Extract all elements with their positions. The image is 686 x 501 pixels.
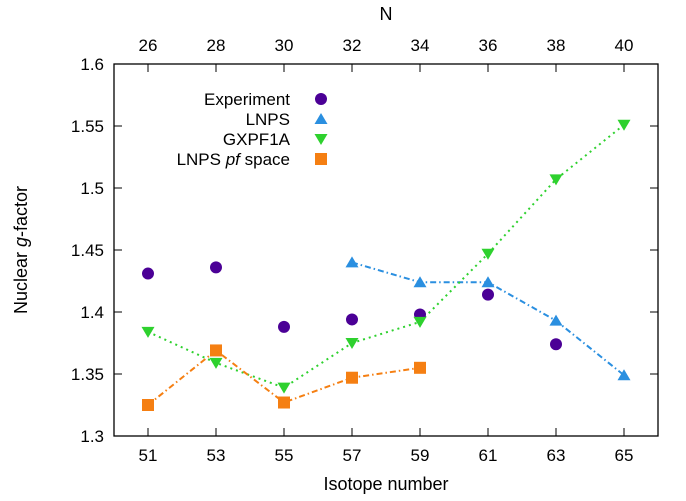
series-3-point xyxy=(549,174,563,186)
series-1-point xyxy=(346,313,358,326)
ticks-layer: 51 53 55 57 59 61 63 65 26 28 30 32 34 36 38 40 1.3 1.35 1… xyxy=(71,36,658,465)
x2-tick-label: 34 xyxy=(411,36,430,55)
x-tick-label: 53 xyxy=(207,446,226,465)
legend-label-3: GXPF1A xyxy=(223,130,291,149)
y-tick-label: 1.4 xyxy=(80,303,104,322)
series-1-point xyxy=(482,288,494,301)
legend-marker-1 xyxy=(315,93,327,105)
series-4-point xyxy=(414,361,426,374)
x-tick-label: 63 xyxy=(547,446,566,465)
x2-tick-label: 38 xyxy=(547,36,566,55)
legend-label-4-part-3: space xyxy=(240,150,290,169)
y-tick-label: 1.35 xyxy=(71,365,104,384)
x-tick-label: 59 xyxy=(411,446,430,465)
series-3-point xyxy=(617,119,631,131)
series-3-point xyxy=(345,338,359,349)
series-3-point xyxy=(481,248,495,260)
y-tick-label: 1.55 xyxy=(71,117,104,136)
x-tick-label: 65 xyxy=(615,446,634,465)
series-4-point xyxy=(346,371,358,384)
plot-frame xyxy=(113,63,659,437)
legend-marker-3 xyxy=(314,134,328,145)
series-3-point xyxy=(141,326,155,338)
series-4-point xyxy=(142,399,154,411)
x-tick-label: 55 xyxy=(275,446,294,465)
legend-label-4-part-1: LNPS xyxy=(177,150,226,169)
legend-marker-2 xyxy=(314,113,328,124)
x2-tick-label: 36 xyxy=(479,36,498,55)
legend-label-1: Experiment xyxy=(204,90,290,109)
series-1-point xyxy=(550,338,562,351)
y-tick-label: 1.6 xyxy=(80,55,104,74)
series-4-point xyxy=(278,396,290,409)
series-line-4 xyxy=(147,349,421,406)
x2-axis-title: N xyxy=(380,4,393,24)
x2-tick-label: 32 xyxy=(343,36,362,55)
series-1-point xyxy=(278,320,290,333)
series-2-point xyxy=(481,276,495,288)
y-tick-label: 1.45 xyxy=(71,241,104,260)
x-tick-label: 61 xyxy=(479,446,498,465)
series-2-point xyxy=(617,369,631,381)
y-tick-label: 1.5 xyxy=(80,179,104,198)
legend-label-4-part-2: pf xyxy=(225,150,242,169)
x2-tick-label: 30 xyxy=(275,36,294,55)
series-1-point xyxy=(210,261,222,274)
y-axis-title: Nuclear g-factor xyxy=(11,186,31,314)
x-tick-label: 57 xyxy=(343,446,362,465)
series-line-3 xyxy=(147,123,625,389)
series-3-point xyxy=(209,357,223,369)
series-1-point xyxy=(142,267,154,280)
y-axis-title-part-2: g xyxy=(11,237,31,247)
x-axis-title: Isotope number xyxy=(323,474,448,494)
legend-label-2: LNPS xyxy=(246,110,290,129)
series-2-point xyxy=(413,276,427,288)
legend-label-4: LNPS pf space xyxy=(177,150,290,169)
x-tick-label: 51 xyxy=(139,446,158,465)
series-4-point xyxy=(210,344,222,357)
x2-tick-label: 28 xyxy=(207,36,226,55)
series-2-point xyxy=(345,256,359,268)
y-tick-label: 1.3 xyxy=(80,427,104,446)
series-3-point xyxy=(277,382,291,394)
series-markers xyxy=(141,119,631,411)
x2-tick-label: 40 xyxy=(615,36,634,55)
series-2-point xyxy=(549,314,563,326)
y-axis-title-part-3: -factor xyxy=(11,186,31,237)
series-3-point xyxy=(413,316,427,328)
x2-tick-label: 26 xyxy=(139,36,158,55)
y-axis-title-part-1: Nuclear xyxy=(11,247,31,314)
legend-marker-4 xyxy=(315,153,327,165)
